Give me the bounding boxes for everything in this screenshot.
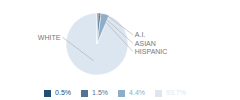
- html-text:0.5%: 0.5%: [55, 89, 72, 96]
- html-text:1.5%: 1.5%: [92, 89, 108, 96]
- html-text:93.7%: 93.7%: [166, 89, 186, 96]
- svg-text:ASIAN: ASIAN: [135, 40, 156, 47]
- svg-text:WHITE: WHITE: [38, 34, 61, 41]
- svg-text:HISPANIC: HISPANIC: [135, 48, 168, 55]
- html-text:4.4%: 4.4%: [129, 89, 145, 96]
- svg-text:A.I.: A.I.: [135, 31, 146, 38]
